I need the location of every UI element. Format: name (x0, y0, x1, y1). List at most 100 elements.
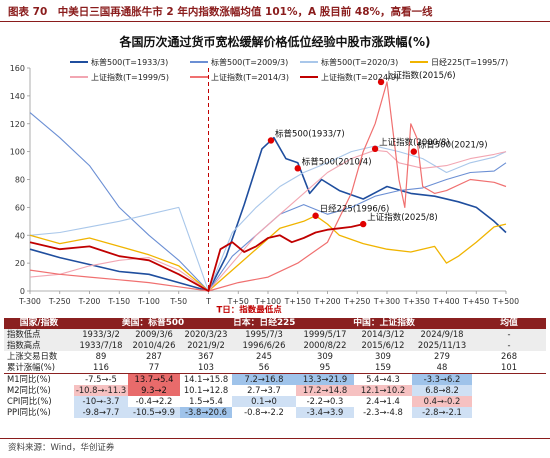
figure-caption: 图表 70 中美日三国再通胀牛市 2 年内指数涨幅均值 101%，A 股目前 4… (8, 6, 433, 18)
legend-label: 标普500(T=1933/3) (91, 57, 168, 67)
y-tick-label: 20 (15, 259, 25, 268)
table-cell: 5.4→4.3 (354, 373, 412, 385)
table-cell: 56 (258, 362, 270, 372)
table-row: 上涨交易日数 89 287 367 245 309 309 279 268 (4, 351, 546, 362)
table-cell: 2015/6/12 (354, 340, 412, 351)
x-tick-label: T-50 (169, 297, 187, 306)
series-line-1 (29, 112, 507, 292)
table-cell: 309 (375, 351, 391, 361)
peak-marker (377, 78, 385, 86)
table-cell: 2010/4/26 (128, 340, 180, 351)
series-line-5 (29, 81, 507, 292)
annotation-label: 标普500(2010/4) (302, 156, 372, 167)
table-cell: 7.2→16.8 (232, 373, 296, 385)
table-row: 累计涨幅(%) 116 77 103 56 95 159 48 101 (4, 362, 546, 374)
table-row: PPI同比(%) -9.8→7.7 -10.5→9.9 -3.8→20.6 -0.8→-… (4, 407, 546, 418)
table-cell: -3.4→3.9 (296, 407, 354, 418)
table-cell: 287 (146, 351, 162, 361)
source-note: 资料来源：Wind，华创证券 (8, 443, 115, 453)
line-chart: 0 20 40 60 80 100 120 140 160 T-300 T-250 T-200 T-15… (10, 57, 519, 313)
table-cell: -10→-3.7 (74, 396, 128, 407)
table-cell: 14.1→15.8 (180, 373, 232, 385)
x-tick-label: T+250 (343, 297, 370, 306)
table-cell: 159 (375, 362, 391, 372)
table-cell: 1933/3/2 (74, 329, 128, 340)
table-cell: 1995/7/3 (232, 329, 296, 340)
table-cell: - (472, 329, 547, 340)
y-tick-label: 120 (10, 120, 25, 129)
table-row: 指数高点 1933/7/18 2010/4/26 2021/9/2 1996/6/26 2… (4, 340, 547, 351)
row-label: 指数低点 (4, 329, 74, 340)
table-cell: -2.3→-4.8 (363, 407, 403, 417)
table-cell (472, 407, 546, 418)
table-cell: -9.8→7.7 (74, 407, 128, 418)
x-tick-label: T+300 (373, 297, 400, 306)
header-divider (0, 21, 550, 22)
peak-marker (410, 148, 417, 155)
x-tick-label: T-200 (78, 297, 101, 306)
peak-marker (267, 137, 275, 144)
header-country: 国家/指数 (4, 318, 74, 329)
series-line-3 (29, 215, 507, 292)
row-label: CPI同比(%) (7, 396, 52, 406)
x-tick-label: T+200 (313, 297, 340, 306)
table-cell: 2020/3/23 (180, 329, 232, 340)
table-cell: -3.8→20.6 (180, 407, 232, 418)
annotation-label: 日经225(1996/6) (320, 204, 390, 215)
y-tick-label: 40 (15, 231, 25, 240)
peak-marker (360, 220, 367, 228)
table-cell: -3.3→6.2 (412, 373, 473, 385)
table-cell: 89 (95, 351, 107, 361)
x-tick-label: T+50 (227, 297, 249, 306)
table-cell: 2014/3/12 (354, 329, 412, 340)
x-tick-label: T-100 (137, 297, 160, 306)
table-cell: 10.1→12.8 (183, 385, 229, 395)
header-china: 中国：上证指数 (296, 318, 473, 329)
table-cell (472, 373, 547, 385)
table-cell: 95 (319, 362, 331, 372)
table-cell (472, 396, 546, 407)
table-cell (472, 385, 546, 396)
table-cell: 9.3→2 (128, 385, 180, 396)
table-cell: -0.8→-2.2 (244, 407, 284, 417)
legend-label: 标普500(T=2020/3) (321, 57, 398, 67)
x-tick-label: T-150 (107, 297, 130, 306)
table-cell: 1996/6/26 (232, 340, 296, 351)
legend-label: 标普500(T=2009/3) (211, 57, 288, 67)
table-cell: 48 (436, 362, 448, 372)
table-cell: 12.1→10.2 (354, 385, 412, 396)
table-cell: 367 (198, 351, 214, 361)
y-tick-label: 0 (20, 287, 25, 296)
table-cell: -0.4→2.2 (135, 396, 173, 406)
peak-marker (312, 212, 319, 219)
table-cell: 13.3→21.9 (296, 373, 354, 385)
peak-marker (294, 165, 301, 172)
table-cell: 6.8→8.2 (412, 385, 473, 396)
table-cell: -10.8→-11.3 (74, 385, 128, 396)
table-cell: 2021/9/2 (180, 340, 232, 351)
x-tick-label: T (205, 297, 211, 306)
figure-header: 图表 70 中美日三国再通胀牛市 2 年内指数涨幅均值 101%，A 股目前 4… (0, 0, 550, 22)
table-cell: 279 (434, 351, 451, 361)
table-cell: 116 (93, 362, 109, 372)
y-tick-label: 60 (15, 203, 25, 212)
table-cell: 1.5→5.4 (189, 396, 223, 406)
table-cell: 103 (198, 362, 214, 372)
table-header-row: 国家/指数 美国：标普500 日本：日经225 中国：上证指数 均值 (4, 318, 547, 329)
header-us: 美国：标普500 (74, 318, 232, 329)
table-cell: 1999/5/17 (296, 329, 354, 340)
table-cell: 0.4→-0.2 (412, 396, 473, 407)
table-row: 指数低点 1933/3/2 2009/3/6 2020/3/23 1995/7/3 199… (4, 329, 547, 340)
table-cell: 245 (256, 351, 272, 361)
peak-marker (371, 145, 379, 153)
x-tick-label: T+500 (492, 297, 519, 306)
table-row: CPI同比(%) -10→-3.7 -0.4→2.2 1.5→5.4 0.1→0 -2.2… (4, 396, 546, 407)
table-cell: 2024/9/18 (412, 329, 473, 340)
row-label: 上涨交易日数 (7, 351, 58, 361)
series-line-4 (29, 149, 507, 292)
table-cell: 2000/8/22 (296, 340, 354, 351)
table-cell: 17.2→14.8 (296, 385, 354, 396)
legend-label: 上证指数(T=2014/3) (211, 72, 289, 82)
chart-title: 各国历次通过货币宽松缓解价格低位经验中股市涨跌幅(%) (119, 35, 431, 49)
table-row: M1同比(%) -7.5→-5 13.7→5.4 14.1→15.8 7.2→16.8 1… (4, 373, 547, 385)
